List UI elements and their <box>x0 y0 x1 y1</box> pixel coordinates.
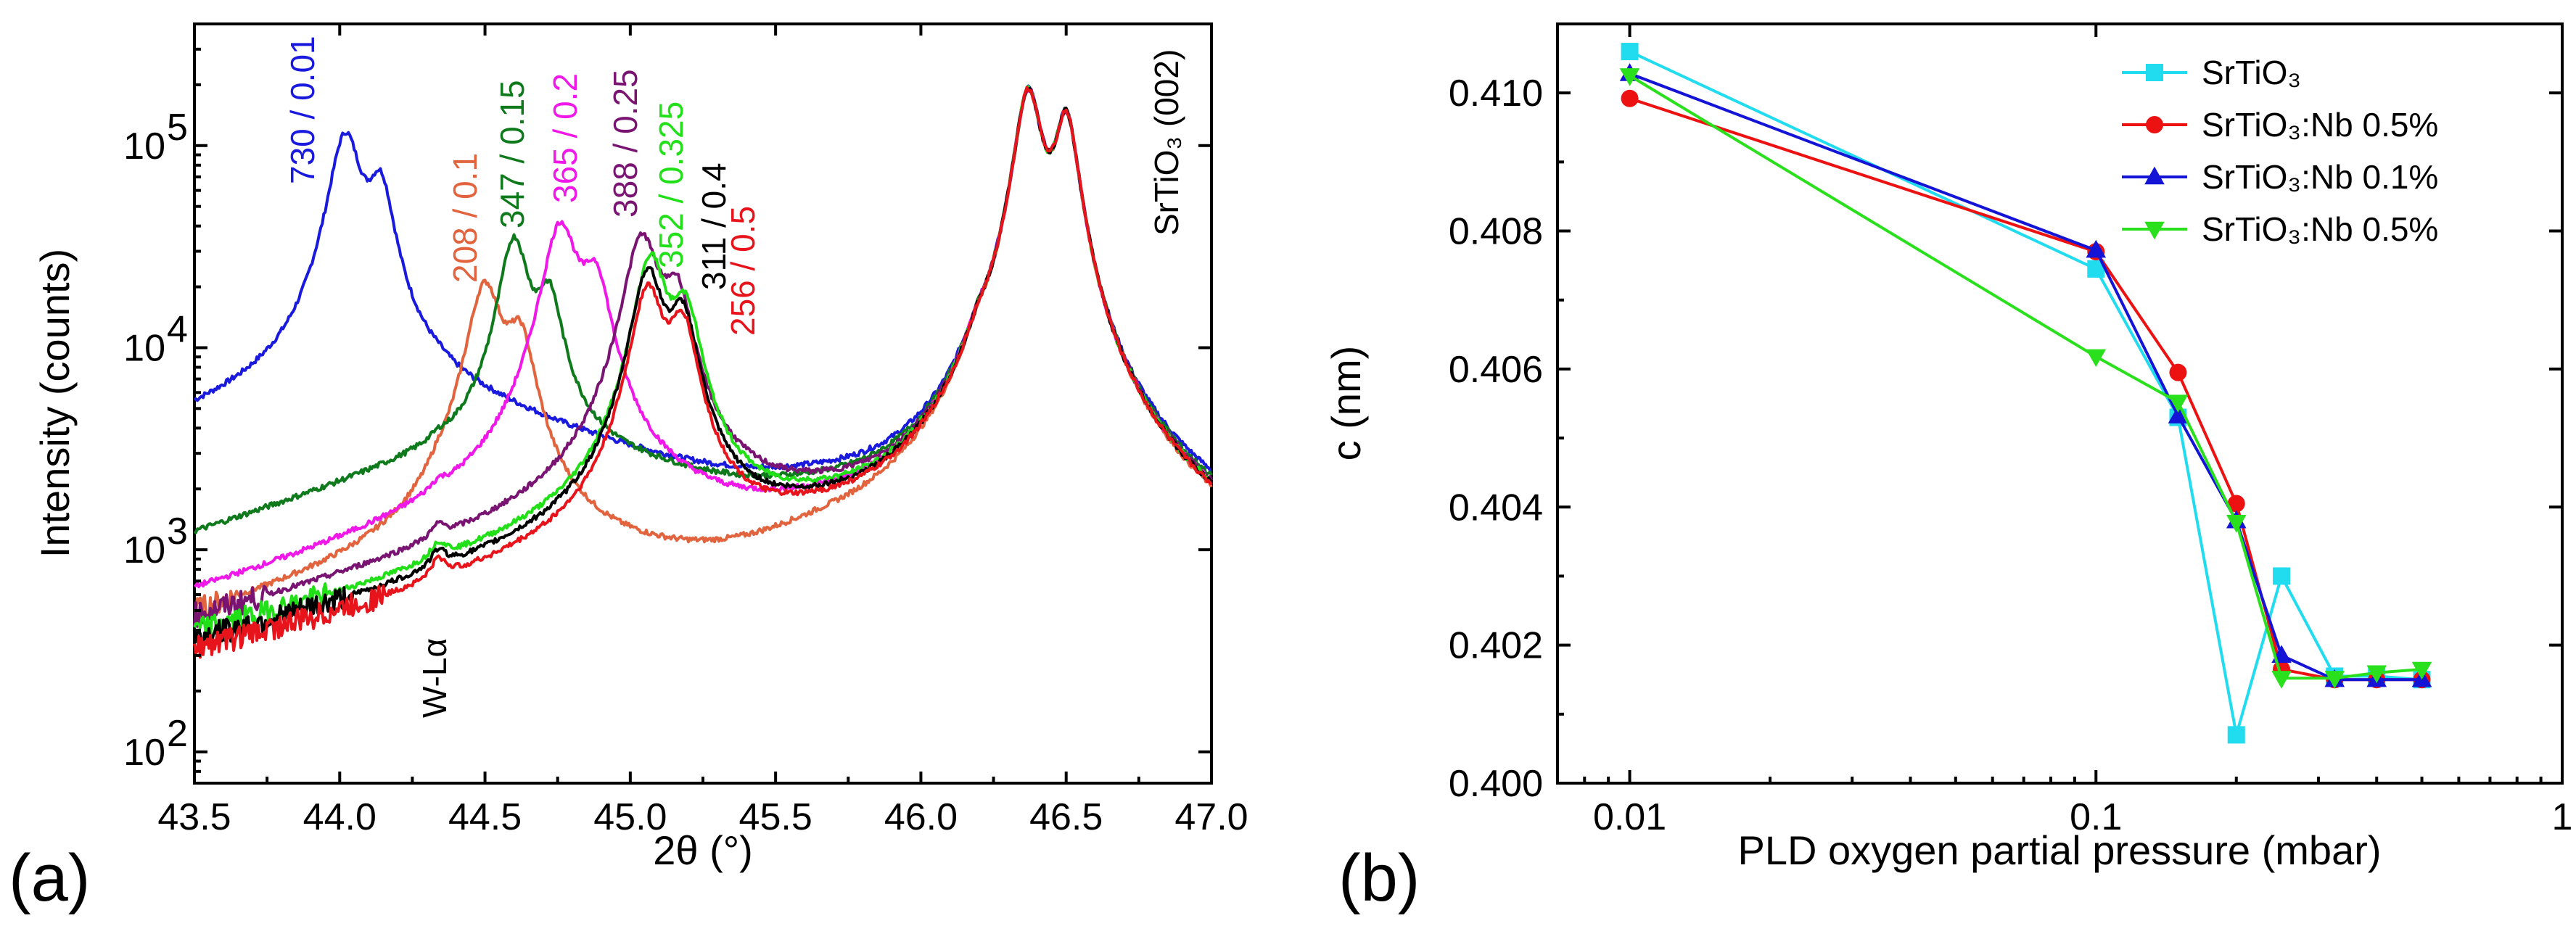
chart-a: 43.5 44.0 44.5 45.0 45.5 46.0 46.5 47.0 10 210 31… <box>9 22 1248 915</box>
chart-a-x-tick-label: 44.0 <box>303 796 376 838</box>
chart-b-point <box>2324 671 2345 689</box>
chart-b-legend-marker <box>2146 64 2163 81</box>
chart-b-point <box>2168 405 2189 423</box>
chart-a-y-tick-exponent: 2 <box>167 713 188 755</box>
chart-b-point <box>2227 726 2245 744</box>
chart-a-x-ticks: 43.5 44.0 44.5 45.0 45.5 46.0 46.5 47.0 <box>157 24 1248 838</box>
chart-b-legend-marker <box>2146 116 2163 133</box>
chart-a-curve-256-0-5 <box>193 86 1213 659</box>
chart-b-point <box>2168 394 2189 413</box>
chart-b-point <box>2226 515 2247 533</box>
chart-a-x-tick-label: 46.0 <box>884 796 958 838</box>
chart-a-curve-365-0-2 <box>193 85 1213 589</box>
chart-b-legend-marker <box>2144 221 2165 240</box>
chart-a-series-label-311-0-4: 311 / 0.4 <box>695 162 733 290</box>
chart-a-x-axis-label: 2θ (°) <box>653 827 753 873</box>
chart-b-legend-marker <box>2144 166 2165 185</box>
chart-b-legend-label: SrTiO₃ <box>2202 54 2301 91</box>
chart-a-plot-frame <box>193 22 1213 785</box>
chart-b: 0.01 0.1 1 0.4000.4020.4040.4060.4080.410 … <box>1323 22 2573 915</box>
chart-a-y-tick-exponent: 4 <box>167 308 188 350</box>
chart-b-point <box>2271 671 2292 689</box>
chart-a-y-tick-label: 10 <box>123 732 165 774</box>
chart-a-y-axis-label: Intensity (counts) <box>32 249 78 558</box>
chart-a-y-tick-label: 10 <box>123 125 165 168</box>
chart-b-series-line <box>1629 74 2422 680</box>
chart-b-y-tick-label: 0.406 <box>1449 349 1543 391</box>
chart-a-y-tick-label: 10 <box>123 529 165 571</box>
chart-a-y-tick-label: 10 <box>123 327 165 369</box>
chart-b-series-3 <box>1619 68 2432 689</box>
chart-b-point <box>1619 68 1640 86</box>
chart-a-x-tick-label: 43.5 <box>157 796 231 838</box>
chart-b-series-0 <box>1621 43 2431 744</box>
chart-a-series-label-730-0-01: 730 / 0.01 <box>284 36 321 184</box>
chart-b-legend-label: SrTiO₃:Nb 0.5% <box>2202 106 2438 144</box>
chart-b-y-tick-label: 0.408 <box>1449 211 1543 253</box>
chart-a-x-tick-label: 47.0 <box>1174 796 1248 838</box>
chart-b-point <box>2169 363 2187 381</box>
chart-b-series <box>1619 43 2432 744</box>
chart-a-curve-347-0-15 <box>193 86 1213 534</box>
panel-label-b: (b) <box>1338 841 1420 915</box>
chart-b-y-tick-label: 0.410 <box>1449 73 1543 115</box>
chart-b-y-axis-label: c (nm) <box>1323 346 1369 461</box>
chart-a-series-label-365-0-2: 365 / 0.2 <box>546 73 584 203</box>
chart-b-legend-label: SrTiO₃:Nb 0.5% <box>2202 210 2438 248</box>
chart-b-point <box>1621 43 1639 61</box>
chart-b-series-2 <box>1619 63 2432 687</box>
chart-a-curves <box>193 84 1213 659</box>
chart-b-x-ticks: 0.01 0.1 1 <box>1583 24 2573 838</box>
chart-b-legend-label: SrTiO₃:Nb 0.1% <box>2202 158 2438 196</box>
chart-b-series-line <box>1629 72 2422 682</box>
chart-b-y-tick-label: 0.400 <box>1449 763 1543 805</box>
chart-b-point <box>2227 495 2245 513</box>
chart-b-point <box>2273 567 2291 585</box>
chart-b-legend: SrTiO₃ SrTiO₃:Nb 0.5% SrTiO₃:Nb 0.1% SrTiO₃… <box>2122 54 2438 248</box>
chart-b-series-line <box>1629 50 2422 735</box>
panel-label-a: (a) <box>9 841 90 915</box>
chart-b-plot-frame <box>1556 22 2564 785</box>
chart-a-series-label-208-0-1: 208 / 0.1 <box>446 153 484 283</box>
chart-b-x-tick-label: 0.1 <box>2070 796 2122 838</box>
chart-a-y-tick-exponent: 5 <box>167 107 188 149</box>
chart-b-point <box>2366 665 2387 684</box>
chart-b-y-tick-label: 0.404 <box>1449 487 1543 529</box>
chart-b-x-tick-label: 0.01 <box>1593 796 1666 838</box>
chart-b-point <box>2086 239 2107 258</box>
chart-a-substrate-label: SrTiO₃ (002) <box>1148 49 1185 236</box>
chart-a-annotations: 730 / 0.01 208 / 0.1 347 / 0.15 365 / 0.2 38… <box>284 36 1185 718</box>
chart-a-x-tick-label: 46.5 <box>1029 796 1103 838</box>
chart-a-artifact-label: W-Lα <box>416 638 453 718</box>
chart-b-point <box>1621 89 1639 107</box>
chart-a-x-tick-label: 45.5 <box>739 796 812 838</box>
chart-a-x-tick-label: 44.5 <box>448 796 522 838</box>
chart-b-y-ticks: 0.400 0.402 0.404 0.406 0.408 0.410 <box>1449 73 2562 805</box>
chart-b-point <box>2411 661 2432 680</box>
chart-a-x-tick-label: 45.0 <box>593 796 667 838</box>
chart-a-series-label-256-0-5: 256 / 0.5 <box>724 206 762 336</box>
chart-a-series-label-347-0-15: 347 / 0.15 <box>493 80 531 228</box>
chart-a-series-label-352-0-325: 352 / 0.325 <box>652 102 690 268</box>
chart-a-series-label-388-0-25: 388 / 0.25 <box>606 69 644 218</box>
chart-b-point <box>2086 349 2107 368</box>
chart-b-y-tick-label: 0.402 <box>1449 625 1543 667</box>
chart-b-x-tick-label: 1 <box>2552 796 2573 838</box>
chart-b-x-axis-label: PLD oxygen partial pressure (mbar) <box>1737 827 2381 873</box>
chart-a-y-tick-exponent: 3 <box>167 510 188 553</box>
